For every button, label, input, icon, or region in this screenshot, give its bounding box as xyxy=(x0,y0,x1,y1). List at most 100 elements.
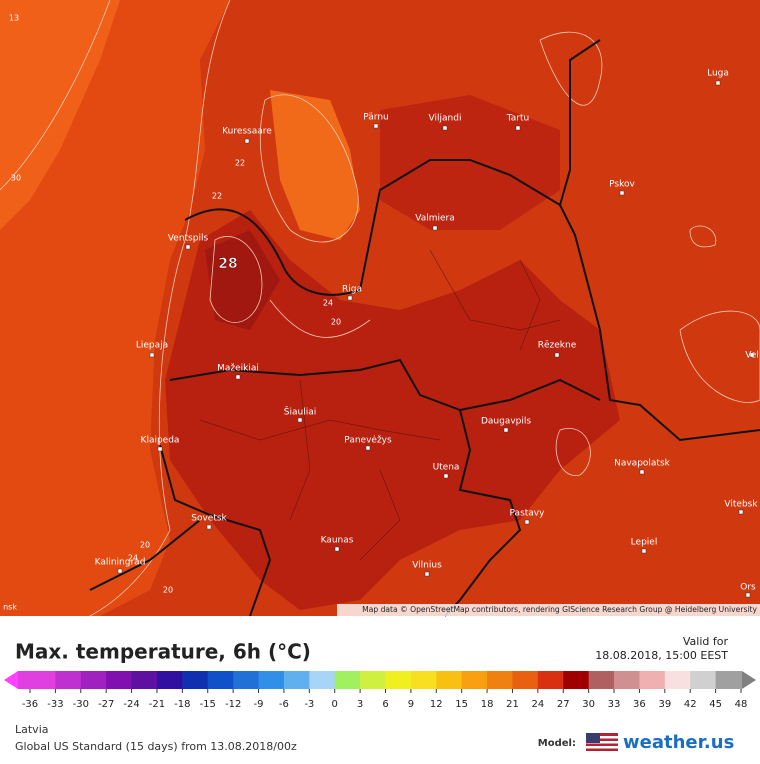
model-run: Global US Standard (15 days) from 13.08.… xyxy=(15,740,297,753)
contour-label: 24 xyxy=(323,299,333,308)
city-label: Pastavy xyxy=(510,509,546,519)
city-dot xyxy=(745,592,751,598)
cities: Kuressaare Pärnu Viljandi Tartu Luga Pskov Val… xyxy=(95,69,759,598)
city-label: Valmiera xyxy=(415,214,455,224)
arrow-right xyxy=(742,671,756,689)
color-seg xyxy=(106,671,133,689)
color-seg xyxy=(664,671,691,689)
contour-label: 13 xyxy=(9,14,19,23)
tick-label: 24 xyxy=(531,699,544,710)
tick-label: -3 xyxy=(304,699,314,710)
contour-label: 20 xyxy=(163,586,173,595)
attribution: Map data © OpenStreetMap contributors, r… xyxy=(362,605,757,614)
color-seg xyxy=(334,671,361,689)
tick-label: -12 xyxy=(225,699,241,710)
tick-label: 12 xyxy=(430,699,443,710)
arrow-left xyxy=(4,671,18,689)
contour-label: 22 xyxy=(235,159,245,168)
color-seg xyxy=(309,671,336,689)
city-label: Liepaja xyxy=(136,341,168,351)
borders xyxy=(89,39,760,617)
city-dot xyxy=(149,352,155,358)
city-label: Lepiel xyxy=(631,538,658,548)
isotherms xyxy=(0,0,760,617)
color-seg xyxy=(461,671,488,689)
warm-area-north xyxy=(380,95,560,230)
city-dot xyxy=(619,190,625,196)
city-label: Kaliningrad xyxy=(95,558,146,568)
city-label: Luga xyxy=(707,69,729,79)
color-seg xyxy=(233,671,260,689)
tick-label: -33 xyxy=(47,699,63,710)
legend-title: Max. temperature, 6h (°C) xyxy=(15,640,311,664)
contour-label: nsk xyxy=(3,603,17,612)
color-seg xyxy=(80,671,107,689)
city-label: Navapolatsk xyxy=(614,459,671,469)
color-seg xyxy=(156,671,183,689)
tick-label: -30 xyxy=(73,699,89,710)
color-seg xyxy=(537,671,564,689)
tick-label: 6 xyxy=(382,699,388,710)
footer: Latvia Global US Standard (15 days) from… xyxy=(15,723,734,753)
tick-label: 30 xyxy=(582,699,595,710)
tick-label: 9 xyxy=(408,699,414,710)
city-label: Ventspils xyxy=(168,234,209,244)
city-dot xyxy=(738,509,744,515)
color-seg xyxy=(30,671,56,689)
city-dot xyxy=(715,80,721,86)
city-dot xyxy=(235,374,241,380)
city-label: Panevėžys xyxy=(344,436,392,446)
tick-label: 42 xyxy=(684,699,697,710)
color-seg xyxy=(487,671,513,689)
city-dot xyxy=(443,473,449,479)
city-dot xyxy=(185,244,191,250)
legend: Max. temperature, 6h (°C) Valid for 18.0… xyxy=(4,635,756,710)
city-label: Daugavpils xyxy=(481,417,531,427)
contour-label: 30 xyxy=(11,174,21,183)
tick-label: 15 xyxy=(455,699,468,710)
color-seg xyxy=(639,671,666,689)
color-seg xyxy=(385,671,412,689)
color-seg xyxy=(258,671,285,689)
tick-label: 18 xyxy=(481,699,494,710)
city-dot xyxy=(206,524,212,530)
city-dot xyxy=(641,548,647,554)
city-dot xyxy=(117,568,123,574)
color-seg xyxy=(131,671,158,689)
city-label: Pskov xyxy=(609,180,635,190)
tick-label: -9 xyxy=(254,699,264,710)
city-label: Pärnu xyxy=(363,113,389,123)
city-label: Viljandi xyxy=(429,114,462,124)
city-dot xyxy=(639,469,645,475)
city-dot xyxy=(749,352,755,358)
city-dot xyxy=(373,123,379,129)
city-dot xyxy=(347,295,353,301)
map: Kuressaare Pärnu Viljandi Tartu Luga Pskov Val… xyxy=(0,0,760,617)
color-seg xyxy=(283,671,310,689)
tick-label: 33 xyxy=(608,699,621,710)
color-seg xyxy=(55,671,82,689)
color-seg xyxy=(512,671,539,689)
tick-label: -36 xyxy=(22,699,38,710)
color-seg xyxy=(182,671,209,689)
tick-label: 36 xyxy=(633,699,646,710)
tick-label: 21 xyxy=(506,699,519,710)
tick-label: -6 xyxy=(279,699,289,710)
city-label: Šiauliai xyxy=(284,406,316,418)
city-label: Vitebsk xyxy=(724,500,758,510)
color-seg xyxy=(207,671,234,689)
flag xyxy=(586,733,618,751)
model-label: Model: xyxy=(538,738,576,749)
city-label: Kaunas xyxy=(321,536,354,546)
color-seg xyxy=(410,671,437,689)
tick-label: 39 xyxy=(658,699,671,710)
warm-area xyxy=(165,210,620,610)
tick-label: -18 xyxy=(174,699,190,710)
tick-label: -27 xyxy=(98,699,114,710)
valid-time: 18.08.2018, 15:00 EEST xyxy=(595,649,728,662)
city-label: Klaipeda xyxy=(141,436,180,446)
color-ticks: -36 -33 -30 -27 -24 -21 -18 -15 -12 -9 -6 -3 0 3 6 9 12 1… xyxy=(22,689,747,710)
city-dot xyxy=(432,225,438,231)
city-label: Vilnius xyxy=(412,561,442,571)
city-dot xyxy=(424,571,430,577)
